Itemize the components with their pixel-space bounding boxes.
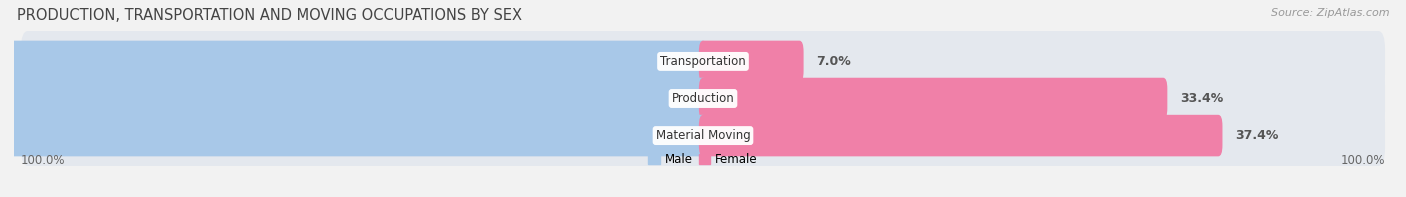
FancyBboxPatch shape: [21, 31, 1385, 92]
Text: 7.0%: 7.0%: [815, 55, 851, 68]
Text: 37.4%: 37.4%: [1234, 129, 1278, 142]
FancyBboxPatch shape: [699, 115, 1222, 156]
FancyBboxPatch shape: [0, 115, 707, 156]
FancyBboxPatch shape: [0, 78, 707, 119]
FancyBboxPatch shape: [21, 105, 1385, 166]
FancyBboxPatch shape: [699, 41, 804, 82]
FancyBboxPatch shape: [0, 41, 707, 82]
Text: 100.0%: 100.0%: [21, 153, 66, 166]
Text: Production: Production: [672, 92, 734, 105]
FancyBboxPatch shape: [21, 68, 1385, 129]
Legend: Male, Female: Male, Female: [644, 148, 762, 171]
Text: 100.0%: 100.0%: [1340, 153, 1385, 166]
FancyBboxPatch shape: [699, 78, 1167, 119]
Text: Source: ZipAtlas.com: Source: ZipAtlas.com: [1271, 8, 1389, 18]
Text: 33.4%: 33.4%: [1180, 92, 1223, 105]
Text: Material Moving: Material Moving: [655, 129, 751, 142]
Text: PRODUCTION, TRANSPORTATION AND MOVING OCCUPATIONS BY SEX: PRODUCTION, TRANSPORTATION AND MOVING OC…: [17, 8, 522, 23]
Text: Transportation: Transportation: [661, 55, 745, 68]
